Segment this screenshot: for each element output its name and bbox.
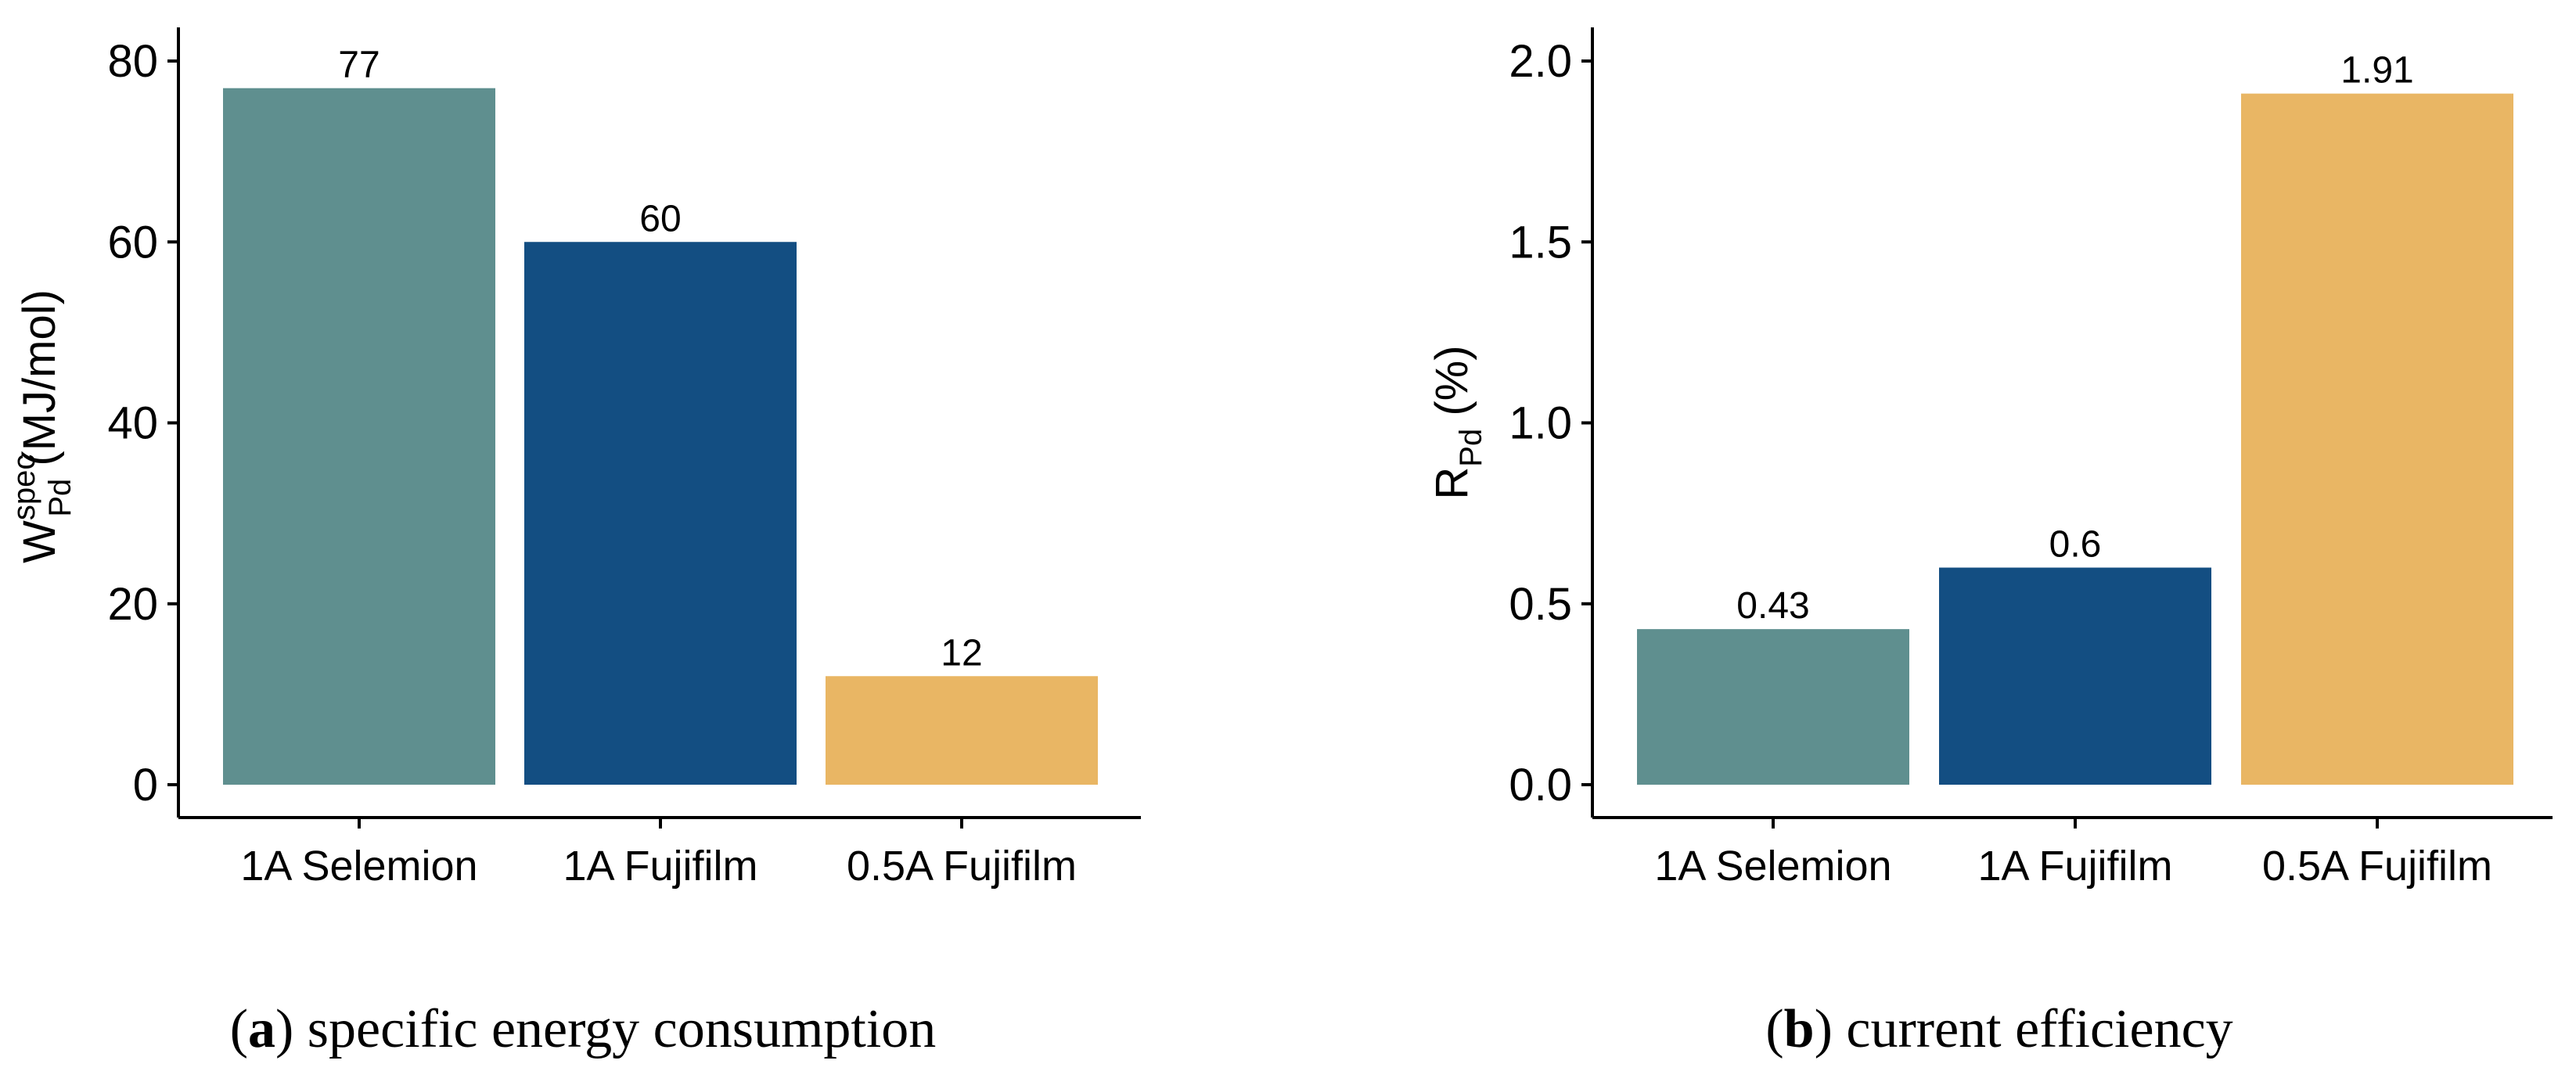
b-bar-2 — [1939, 567, 2211, 785]
b-bar-value-label: 1.91 — [2340, 50, 2413, 92]
a-y-tick-label: 0 — [133, 760, 158, 811]
b-category-label: 0.5A Fujifilm — [2262, 843, 2492, 890]
a-y-tick-label: 80 — [107, 36, 158, 87]
b-y-tick-label: 1.0 — [1509, 398, 1572, 449]
a-y-tick-label: 20 — [107, 579, 158, 630]
b-category-label: 1A Fujifilm — [1977, 843, 2172, 890]
a-bar-value-label: 77 — [338, 45, 380, 86]
a-bar-1 — [223, 88, 495, 785]
a-caption: (a) specific energy consumption — [230, 999, 937, 1059]
a-y-tick-label: 60 — [107, 217, 158, 268]
a-y-axis-title: WspecPd (MJ/mol) — [7, 289, 77, 563]
a-category-label: 1A Selemion — [240, 843, 477, 890]
a-bar-value-label: 12 — [941, 632, 982, 674]
b-y-tick-label: 0.0 — [1509, 760, 1572, 811]
panel-b-efficiency-chart: 0.0 0.5 1.0 1.5 2.0 0.43 1A Selemion 0.6 1A Fuji… — [1427, 27, 2553, 1059]
b-y-tick-label: 2.0 — [1509, 36, 1572, 87]
b-bar-1 — [1637, 629, 1909, 785]
a-y-tick-label: 40 — [107, 398, 158, 449]
panel-a-energy-chart: 0 20 40 60 80 77 1A Selemion 60 1A Fujifilm 12 0.5… — [7, 27, 1141, 1059]
b-y-axis-title: RPd (%) — [1427, 345, 1488, 499]
b-y-tick-label: 0.5 — [1509, 579, 1572, 630]
a-bar-3 — [826, 676, 1098, 785]
b-bar-value-label: 0.43 — [1736, 585, 1809, 627]
b-bar-value-label: 0.6 — [2049, 524, 2102, 566]
b-bar-3 — [2241, 93, 2513, 785]
b-caption: (b) current efficiency — [1765, 999, 2232, 1059]
a-category-label: 0.5A Fujifilm — [847, 843, 1077, 890]
a-bar-2 — [524, 242, 797, 785]
a-category-label: 1A Fujifilm — [563, 843, 757, 890]
b-y-tick-label: 1.5 — [1509, 217, 1572, 268]
b-category-label: 1A Selemion — [1654, 843, 1891, 890]
a-bar-value-label: 60 — [639, 198, 681, 239]
